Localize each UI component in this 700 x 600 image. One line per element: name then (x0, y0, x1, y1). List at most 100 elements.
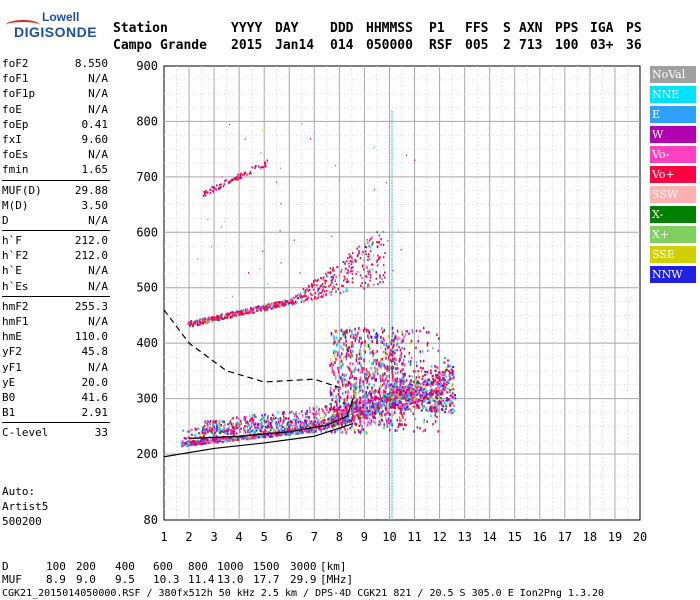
echo-point (400, 379, 402, 383)
echo-point (414, 401, 417, 404)
echo-point (432, 407, 435, 410)
echo-point (438, 386, 441, 389)
echo-point (378, 423, 380, 426)
header-value-9: 100 (555, 38, 579, 53)
echo-point (188, 430, 191, 433)
echo-point (309, 292, 312, 295)
echo-point (437, 430, 439, 433)
echo-point (390, 398, 393, 401)
echo-point (408, 402, 411, 405)
echo-point (436, 374, 439, 377)
echo-point (399, 370, 402, 374)
echo-point (293, 412, 295, 415)
echo-point (189, 324, 191, 327)
echo-point (404, 385, 407, 388)
echo-point (335, 421, 338, 424)
echo-point (439, 401, 442, 404)
echo-point (301, 123, 303, 125)
echo-point (382, 404, 385, 407)
echo-point (211, 428, 214, 431)
echo-point (325, 430, 327, 434)
echo-point (400, 248, 402, 251)
x-tick-label: 7 (311, 530, 318, 544)
echo-point (357, 405, 360, 409)
echo-point (199, 442, 202, 445)
echo-point (399, 386, 401, 390)
echo-point (432, 379, 435, 382)
legend-item-vo: Vo- (650, 146, 696, 163)
echo-point (336, 403, 338, 407)
echo-point (369, 270, 371, 273)
echo-point (446, 400, 449, 403)
echo-point (388, 396, 391, 399)
echo-point (432, 383, 434, 386)
echo-point (351, 418, 354, 421)
echo-point (370, 367, 372, 371)
echo-point (383, 379, 385, 383)
echo-point (386, 369, 389, 373)
echo-point (356, 255, 359, 258)
echo-point (349, 426, 351, 430)
echo-point (392, 374, 394, 378)
echo-point (350, 383, 353, 387)
echo-point (239, 430, 242, 433)
echo-point (388, 352, 391, 356)
echo-point (406, 154, 408, 157)
echo-point (369, 405, 372, 409)
echo-point (307, 425, 309, 428)
echo-point (380, 375, 382, 379)
echo-point (328, 417, 331, 420)
echo-point (206, 441, 209, 444)
echo-point (399, 391, 402, 394)
echo-point (311, 298, 313, 301)
echo-point (381, 383, 384, 387)
echo-point (395, 388, 398, 392)
echo-point (351, 270, 353, 273)
echo-point (430, 385, 432, 388)
echo-point (224, 314, 227, 317)
echo-point (245, 415, 247, 419)
echo-point (348, 381, 351, 385)
echo-point (376, 264, 379, 267)
echo-point (436, 415, 438, 419)
echo-point (374, 378, 376, 382)
echo-point (444, 379, 447, 382)
echo-point (445, 368, 448, 371)
echo-point (305, 425, 308, 428)
header-value-10: 03+ (590, 38, 614, 53)
echo-point (348, 376, 351, 380)
echo-point (361, 366, 363, 370)
echo-point (430, 394, 433, 397)
echo-point (410, 391, 413, 395)
echo-point (376, 368, 379, 372)
echo-point (405, 388, 408, 391)
echo-point (320, 421, 323, 424)
echo-point (400, 409, 402, 413)
header-label-2: DAY (275, 21, 299, 36)
echo-point (217, 430, 219, 433)
param-separator (2, 295, 110, 297)
echo-point (367, 241, 369, 244)
echo-point (363, 385, 366, 388)
echo-point (384, 413, 386, 417)
echo-point (380, 327, 383, 331)
echo-point (358, 245, 360, 248)
echo-point (404, 400, 407, 403)
echo-point (370, 395, 373, 399)
echo-point (342, 401, 345, 405)
echo-point (238, 310, 241, 313)
echo-point (443, 411, 446, 414)
echo-point (316, 424, 319, 427)
param-name: yE (2, 375, 16, 389)
echo-point (376, 260, 378, 263)
header-label-7: S (503, 21, 511, 36)
echo-point (358, 352, 361, 356)
echo-point (402, 376, 405, 380)
echo-point (366, 239, 368, 242)
echo-point (451, 392, 454, 395)
echo-point (333, 335, 335, 339)
echo-point (344, 262, 346, 265)
param-value: 212.0 (74, 249, 108, 263)
echo-point (335, 343, 338, 347)
echo-point (417, 373, 420, 377)
